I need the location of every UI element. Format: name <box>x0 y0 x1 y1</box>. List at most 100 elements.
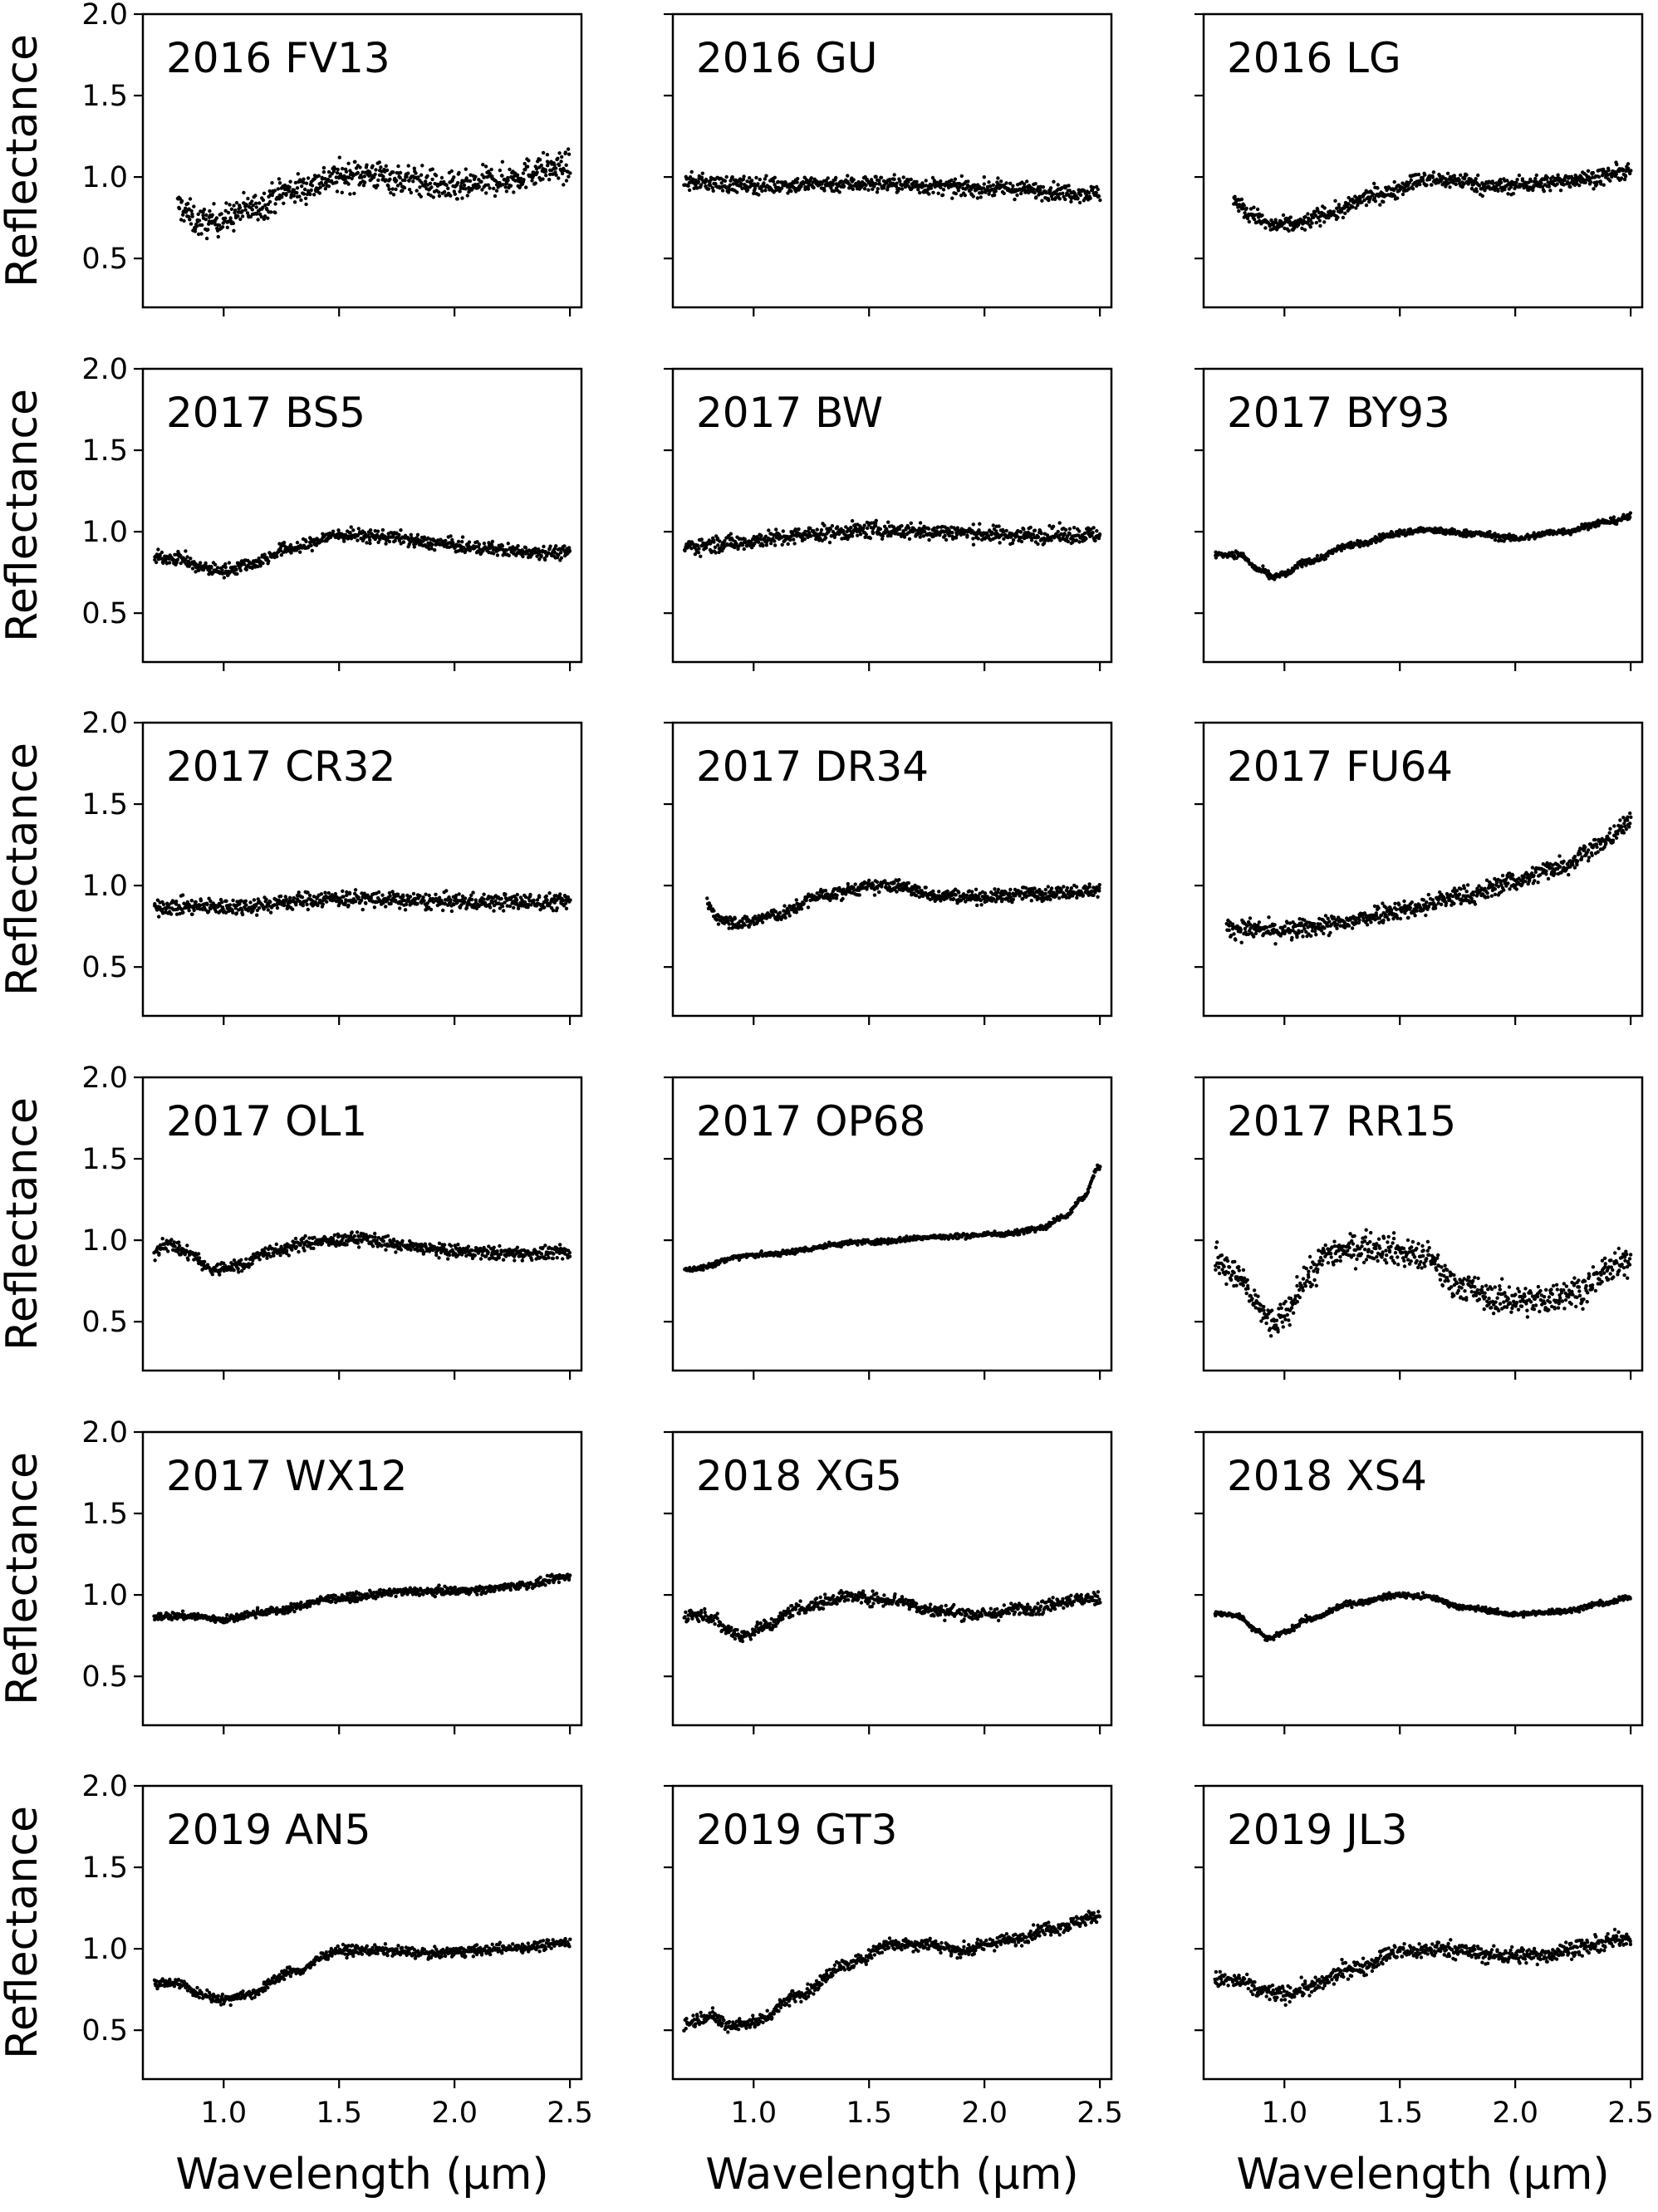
data-point <box>300 895 305 900</box>
data-point <box>541 177 545 181</box>
data-point <box>994 529 998 533</box>
data-point <box>275 554 279 559</box>
data-point <box>290 907 295 911</box>
data-point <box>524 185 528 189</box>
data-point <box>1067 532 1072 536</box>
data-point <box>1378 203 1382 207</box>
data-point <box>885 181 889 185</box>
data-point <box>292 194 296 198</box>
panel-title: 2016 FV13 <box>166 34 390 82</box>
data-point <box>757 193 761 197</box>
data-point <box>493 179 498 183</box>
data-point <box>929 186 934 190</box>
data-point <box>1011 538 1016 542</box>
data-point <box>993 189 998 194</box>
data-point <box>225 225 229 229</box>
data-point <box>735 190 739 194</box>
data-point <box>500 174 504 178</box>
data-point <box>220 900 224 905</box>
data-point <box>545 153 550 157</box>
data-point <box>494 189 499 193</box>
data-point <box>224 201 228 205</box>
data-point <box>834 175 838 180</box>
data-point <box>266 908 270 912</box>
data-point <box>567 174 571 179</box>
data-point <box>428 181 433 185</box>
data-point <box>562 183 566 187</box>
data-point <box>971 537 975 541</box>
data-point <box>1457 178 1461 182</box>
data-point <box>557 151 562 155</box>
data-point <box>998 179 1003 184</box>
data-point <box>1464 173 1469 177</box>
data-point <box>839 179 844 184</box>
data-point <box>876 187 881 191</box>
data-point <box>557 163 562 168</box>
data-point <box>222 576 226 580</box>
data-point <box>457 170 461 175</box>
data-point <box>308 192 312 197</box>
data-point <box>741 177 746 182</box>
data-point <box>950 196 954 200</box>
data-point <box>544 894 548 899</box>
y-tick-label: 0.5 <box>81 597 128 630</box>
data-point <box>368 541 372 546</box>
data-point <box>375 184 380 188</box>
data-point <box>1322 220 1327 224</box>
data-point <box>459 184 463 189</box>
data-point <box>336 167 340 172</box>
data-point <box>563 150 567 154</box>
data-point <box>234 567 238 571</box>
data-point <box>1077 529 1082 533</box>
data-point <box>694 183 698 188</box>
data-point <box>1376 186 1380 190</box>
data-point <box>567 549 571 553</box>
data-point <box>340 190 344 194</box>
data-point <box>270 181 274 185</box>
data-point <box>1351 205 1355 209</box>
data-point <box>1356 203 1360 208</box>
data-point <box>822 523 827 527</box>
data-point <box>229 207 234 211</box>
data-point <box>1036 535 1041 539</box>
data-point <box>387 539 392 544</box>
data-point <box>235 571 239 576</box>
data-point <box>543 169 548 174</box>
data-point <box>827 540 832 545</box>
data-point <box>978 522 982 526</box>
data-point <box>302 177 306 181</box>
data-point <box>439 175 444 180</box>
data-point <box>831 189 836 194</box>
y-tick-label: 1.5 <box>81 434 128 468</box>
data-point <box>179 199 184 204</box>
data-point <box>346 903 351 908</box>
data-point <box>305 902 309 907</box>
data-point <box>551 909 556 913</box>
data-point <box>1052 179 1056 184</box>
data-point <box>720 189 725 193</box>
data-point <box>482 542 487 546</box>
data-point <box>542 544 546 549</box>
data-point <box>282 192 286 196</box>
data-point <box>181 213 185 217</box>
data-point <box>927 192 931 196</box>
data-point <box>864 532 869 537</box>
data-point <box>568 171 572 175</box>
data-point <box>1591 170 1596 175</box>
data-point <box>360 175 364 179</box>
data-point <box>456 539 461 544</box>
data-point <box>253 201 258 205</box>
data-point <box>1019 539 1024 544</box>
data-point <box>773 175 777 179</box>
data-point <box>194 900 198 905</box>
data-point <box>548 544 552 548</box>
data-point <box>1010 541 1015 546</box>
data-point <box>201 213 205 218</box>
data-point <box>1013 197 1017 202</box>
data-point <box>444 538 448 543</box>
data-point <box>1255 207 1260 212</box>
data-point <box>337 155 341 159</box>
data-point <box>493 194 498 199</box>
data-point <box>757 540 761 544</box>
